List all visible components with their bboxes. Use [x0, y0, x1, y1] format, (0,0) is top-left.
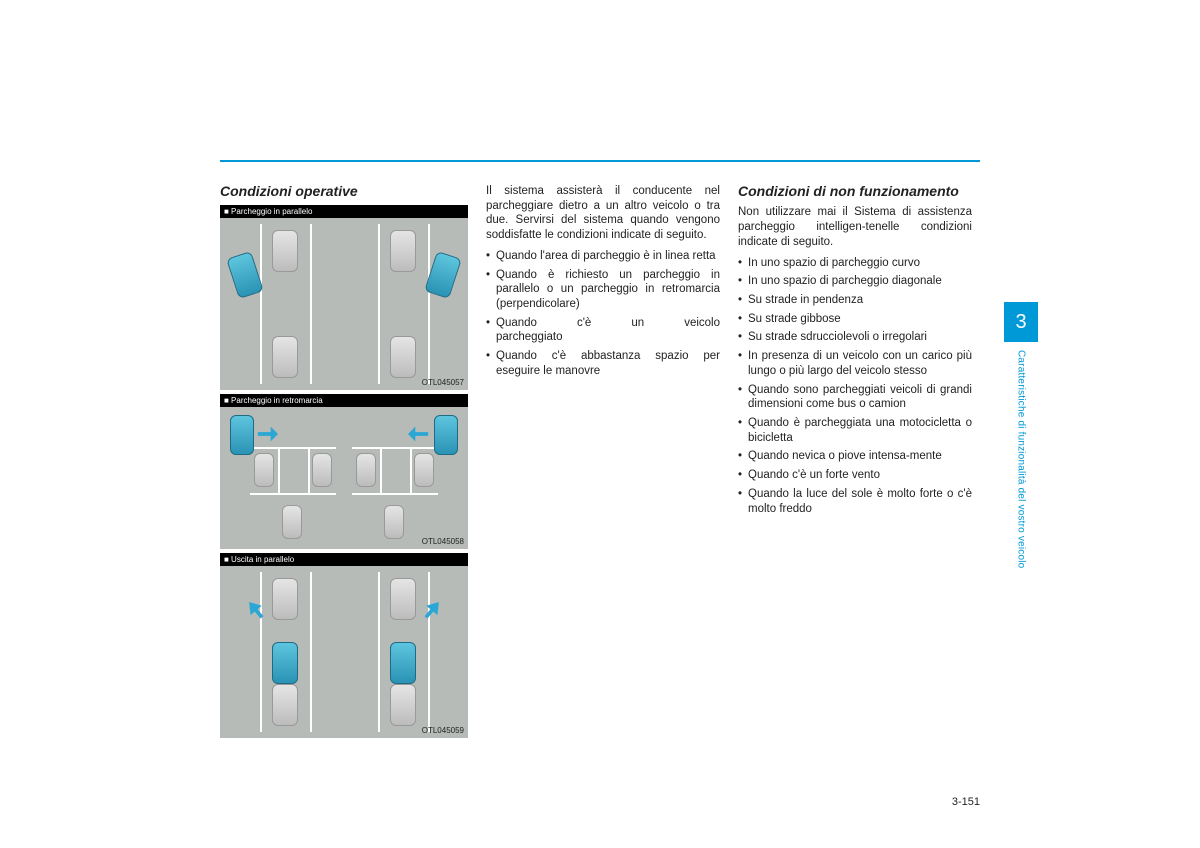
intro-middle: Il sistema assisterà il conducente nel p…	[486, 184, 720, 243]
list-item: Quando c'è un forte vento	[738, 468, 972, 483]
list-item: Quando è parcheggiata una motocicletta o…	[738, 416, 972, 445]
figure-block-1: ■ Parcheggio in parallelo	[220, 205, 468, 390]
figure-label-3: ■ Uscita in parallelo	[220, 553, 468, 566]
list-item: Su strade gibbose	[738, 312, 972, 327]
figure-parallel-exit: OTL045059	[220, 566, 468, 738]
figure-code-2: OTL045058	[422, 537, 464, 546]
column-layout: Condizioni operative ■ Parcheggio in par…	[220, 162, 980, 742]
figure-reverse-parking: OTL045058	[220, 407, 468, 549]
list-item: In uno spazio di parcheggio curvo	[738, 256, 972, 271]
figure-label-2: ■ Parcheggio in retromarcia	[220, 394, 468, 407]
page-number: 3-151	[952, 796, 980, 808]
list-item: Quando l'area di parcheggio è in linea r…	[486, 249, 720, 264]
figure-block-2: ■ Parcheggio in retromarcia	[220, 394, 468, 549]
chapter-title-vertical: Caratteristiche di funzionalità del vost…	[1016, 350, 1027, 568]
list-item: Su strade in pendenza	[738, 293, 972, 308]
list-item: Quando è richiesto un parcheggio in para…	[486, 268, 720, 312]
figure-parallel-parking: OTL045057	[220, 218, 468, 390]
intro-right: Non utilizzare mai il Sistema di assiste…	[738, 205, 972, 249]
chapter-number-box: 3	[1004, 302, 1038, 342]
chapter-tab: 3 Caratteristiche di funzionalità del vo…	[1004, 302, 1038, 568]
list-item: Quando la luce del sole è molto forte o …	[738, 487, 972, 516]
list-item: Quando c'è un veicolo parcheggiato	[486, 316, 720, 345]
list-item: Quando c'è abbastanza spazio per eseguir…	[486, 349, 720, 378]
column-middle: Il sistema assisterà il conducente nel p…	[486, 184, 720, 742]
figure-code-3: OTL045059	[422, 726, 464, 735]
arrow-icon	[256, 423, 278, 445]
bullets-right: In uno spazio di parcheggio curvo In uno…	[738, 256, 972, 517]
list-item: Su strade sdrucciolevoli o irregolari	[738, 330, 972, 345]
list-item: In presenza di un veicolo con un carico …	[738, 349, 972, 378]
column-left: Condizioni operative ■ Parcheggio in par…	[220, 184, 468, 742]
figure-label-1: ■ Parcheggio in parallelo	[220, 205, 468, 218]
figure-block-3: ■ Uscita in parallelo	[220, 553, 468, 738]
list-item: In uno spazio di parcheggio diagonale	[738, 274, 972, 289]
manual-page: Condizioni operative ■ Parcheggio in par…	[220, 160, 980, 820]
list-item: Quando nevica o piove intensa-mente	[738, 449, 972, 464]
bullets-middle: Quando l'area di parcheggio è in linea r…	[486, 249, 720, 379]
heading-operative: Condizioni operative	[220, 184, 468, 199]
figure-code-1: OTL045057	[422, 378, 464, 387]
column-right: Condizioni di non funzionamento Non util…	[738, 184, 972, 742]
heading-nonop: Condizioni di non funzionamento	[738, 184, 972, 199]
arrow-icon	[408, 423, 430, 445]
list-item: Quando sono parcheggiati veicoli di gran…	[738, 383, 972, 412]
